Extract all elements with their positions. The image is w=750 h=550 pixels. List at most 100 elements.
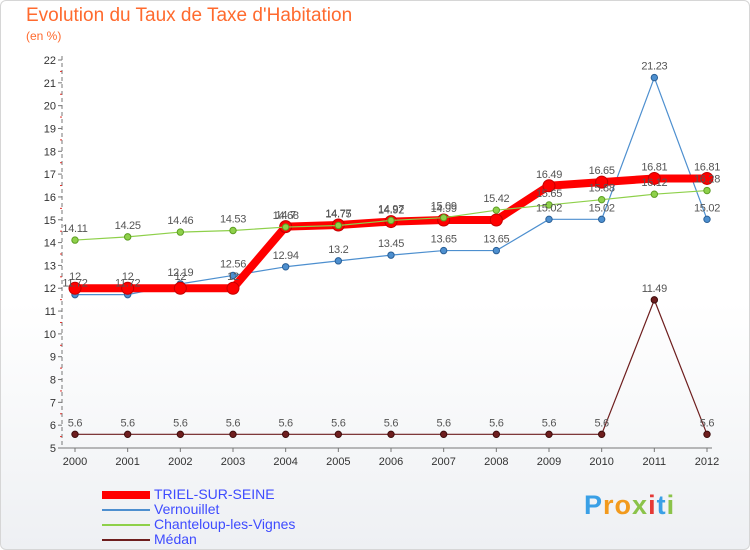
data-point-vernouillet [597,215,606,224]
data-label-triel-sur-seine: 16.49 [536,169,562,181]
data-label-vernouillet: 13.45 [378,238,404,250]
x-tick-label: 2004 [273,456,297,468]
data-label-vernouillet: 11.72 [62,278,87,290]
data-point-vernouillet [703,215,711,224]
data-label-chanteloup-les-vignes: 14.46 [167,215,193,227]
y-tick-label: 16 [44,192,56,204]
chart-subtitle: (en %) [26,29,62,43]
legend-item: Vernouillet [98,502,438,517]
data-point-triel-sur-seine [647,171,661,185]
logo-letter: i [666,490,676,520]
data-label-vernouillet: 11.72 [115,278,140,290]
x-tick-label: 2011 [643,456,667,468]
data-label-vernouillet: 12.94 [273,250,299,262]
data-point-vernouillet [281,263,290,271]
data-point-triel-sur-seine [121,281,135,295]
data-label-triel-sur-seine: 16.65 [589,165,615,177]
data-label-chanteloup-les-vignes: 15.65 [536,188,562,200]
legend-swatch [102,539,150,541]
logo-letter: o [614,490,633,520]
y-tick-label: 12 [44,283,56,295]
data-point-m-dan [176,430,185,439]
data-point-m-dan [492,430,501,439]
data-label-vernouillet: 13.2 [328,244,348,256]
y-tick-label: 10 [44,329,56,341]
x-tick-label: 2000 [63,456,87,468]
x-tick-label: 2002 [168,456,192,468]
data-point-vernouillet [545,215,553,224]
chart-title: Evolution du Taux de Taxe d'Habitation [26,5,353,26]
legend-swatch [102,491,150,499]
legend-item: Médan [98,532,438,547]
data-point-vernouillet [334,257,343,265]
proxiti-logo: Proxiti [584,490,675,521]
data-point-m-dan [703,430,711,439]
data-label-m-dan: 5.6 [173,417,188,429]
legend-item: Chanteloup-les-Vignes [98,517,438,532]
data-label-chanteloup-les-vignes: 14.11 [62,223,87,235]
data-label-m-dan: 5.6 [700,417,715,429]
data-point-chanteloup-les-vignes [387,216,395,225]
data-point-triel-sur-seine [226,281,240,295]
data-point-chanteloup-les-vignes [71,236,79,244]
data-point-m-dan [650,296,659,304]
data-point-vernouillet [650,73,659,82]
data-point-chanteloup-les-vignes [703,186,711,195]
data-point-chanteloup-les-vignes [281,223,290,231]
data-point-m-dan [229,430,237,439]
data-label-triel-sur-seine: 12 [175,271,187,283]
x-tick-label: 2008 [484,456,508,468]
data-point-m-dan [545,430,553,439]
legend-swatch [102,509,150,511]
y-tick-label: 19 [44,123,56,135]
data-point-triel-sur-seine [173,281,187,295]
data-point-chanteloup-les-vignes [597,195,606,204]
series-line-m-dan [75,299,708,435]
data-point-m-dan [281,430,290,439]
data-point-m-dan [123,430,132,439]
x-tick-label: 2006 [379,456,403,468]
x-tick-label: 2010 [589,456,613,468]
data-point-vernouillet [387,251,395,259]
data-label-vernouillet: 12.19 [167,267,193,279]
data-label-triel-sur-seine: 16.81 [694,161,720,173]
data-label-vernouillet: 13.65 [483,234,509,246]
data-label-vernouillet: 15.02 [536,202,562,214]
logo-letter: x [632,490,649,520]
legend-swatch [102,524,150,526]
y-tick-label: 21 [44,78,56,90]
logo-letter: r [603,490,615,520]
data-label-vernouillet: 12.56 [220,258,246,270]
chart-legend: TRIEL-SUR-SEINE Vernouillet Chanteloup-les… [98,487,438,547]
data-label-chanteloup-les-vignes: 16.12 [641,177,667,189]
data-point-triel-sur-seine [700,171,714,185]
data-label-triel-sur-seine: 12 [227,271,239,283]
legend-label: Médan [154,531,197,547]
x-tick-label: 2005 [326,456,350,468]
data-label-m-dan: 5.6 [542,417,557,429]
data-point-chanteloup-les-vignes [123,233,132,241]
y-tick-label: 7 [50,397,56,409]
data-point-m-dan [334,430,343,439]
data-label-chanteloup-les-vignes: 14.75 [325,208,351,220]
data-label-triel-sur-seine: 14.7 [276,210,296,222]
data-label-vernouillet: 15.02 [694,202,720,214]
data-label-triel-sur-seine: 14.77 [325,208,351,220]
data-label-chanteloup-les-vignes: 16.28 [694,174,720,186]
data-label-triel-sur-seine: 14.92 [378,205,404,217]
legend-label: Vernouillet [154,501,220,517]
data-point-m-dan [597,430,606,439]
legend-label: Chanteloup-les-Vignes [154,516,296,532]
data-label-m-dan: 5.6 [594,417,609,429]
data-label-m-dan: 11.49 [642,283,667,295]
data-label-m-dan: 5.6 [226,417,241,429]
y-tick-label: 6 [50,420,56,432]
data-point-chanteloup-les-vignes [334,221,343,230]
data-label-m-dan: 5.6 [278,417,293,429]
y-tick-label: 15 [44,215,56,227]
logo-letter: P [584,490,604,520]
data-point-chanteloup-les-vignes [650,190,659,198]
data-label-m-dan: 5.6 [120,417,135,429]
